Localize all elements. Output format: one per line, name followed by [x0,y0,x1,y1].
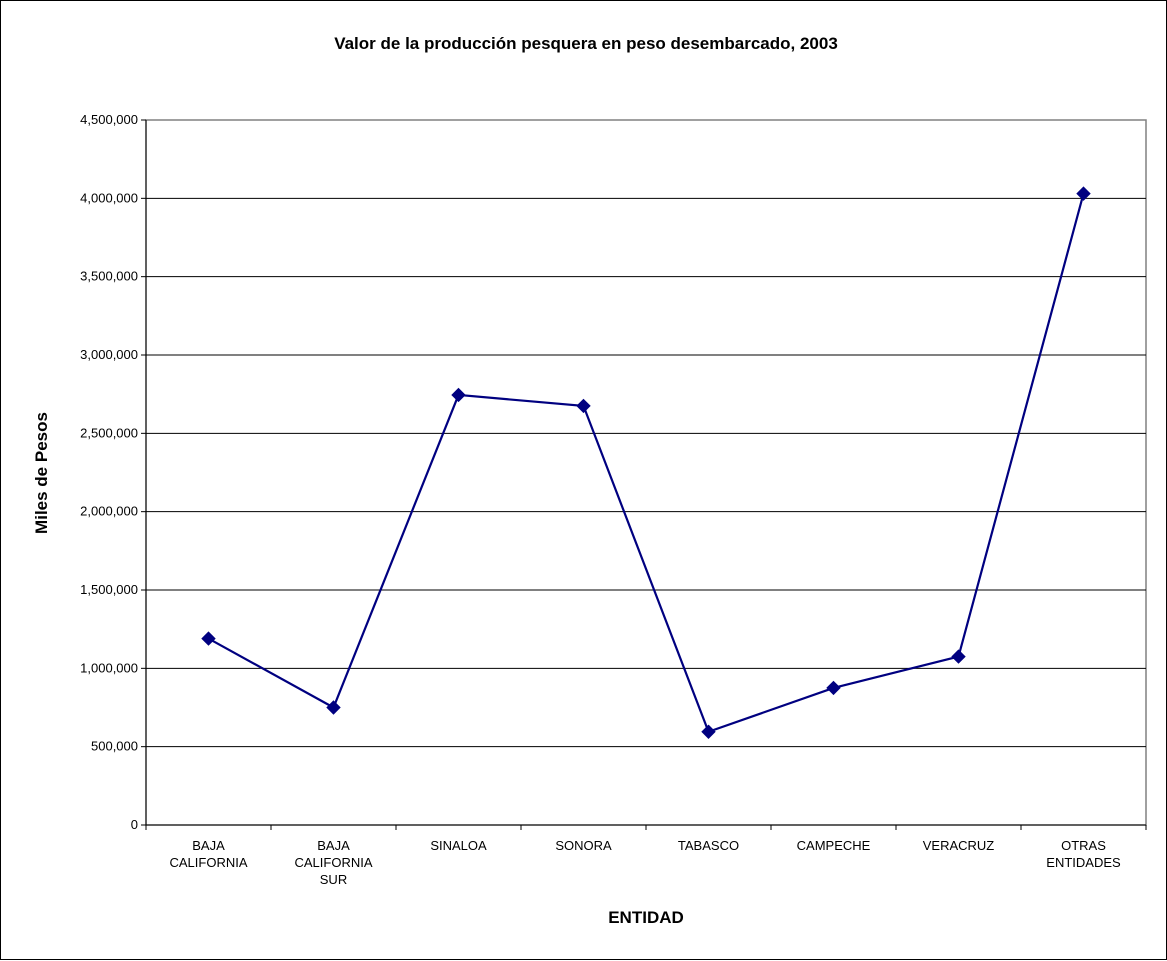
data-point-marker [826,680,841,696]
x-axis-title: ENTIDAD [608,908,684,927]
x-tick-label: SONORA [555,838,612,853]
y-tick-label: 2,000,000 [80,504,138,519]
x-tick-label: TABASCO [678,838,739,853]
x-tick-label: BAJA CALIFORNIA [169,838,247,870]
plot-border [145,119,1147,826]
x-tick-label: BAJA CALIFORNIA SUR [294,838,372,887]
y-tick-label: 4,500,000 [80,112,138,127]
data-point-marker [326,700,341,715]
data-point-marker [451,387,466,403]
y-axis-title: Miles de Pesos [32,412,51,534]
x-tick-label: OTRAS ENTIDADES [1046,838,1121,870]
y-tick-label: 1,500,000 [80,582,138,597]
y-tick-label: 2,500,000 [80,425,138,440]
x-tick-label: SINALOA [430,838,487,853]
data-point-marker [576,398,591,414]
data-point-marker [1076,186,1091,201]
data-point-marker [951,649,966,664]
y-tick-label: 1,000,000 [80,660,138,675]
x-tick-label: CAMPECHE [797,838,871,853]
y-tick-label: 3,500,000 [80,269,138,284]
chart-title: Valor de la producción pesquera en peso … [334,34,838,53]
plot-area: 0 500,000 1,000,000 1,500,000 2,000,000 2,500… [80,112,1147,887]
series-line [207,193,1085,734]
x-tick-label: VERACRUZ [923,838,995,853]
y-tick-label: 3,000,000 [80,347,138,362]
data-point-marker [701,724,716,739]
y-tick-label: 4,000,000 [80,190,138,205]
data-point-marker [201,631,216,646]
y-tick-label: 500,000 [91,739,138,754]
y-tick-label: 0 [131,817,138,832]
